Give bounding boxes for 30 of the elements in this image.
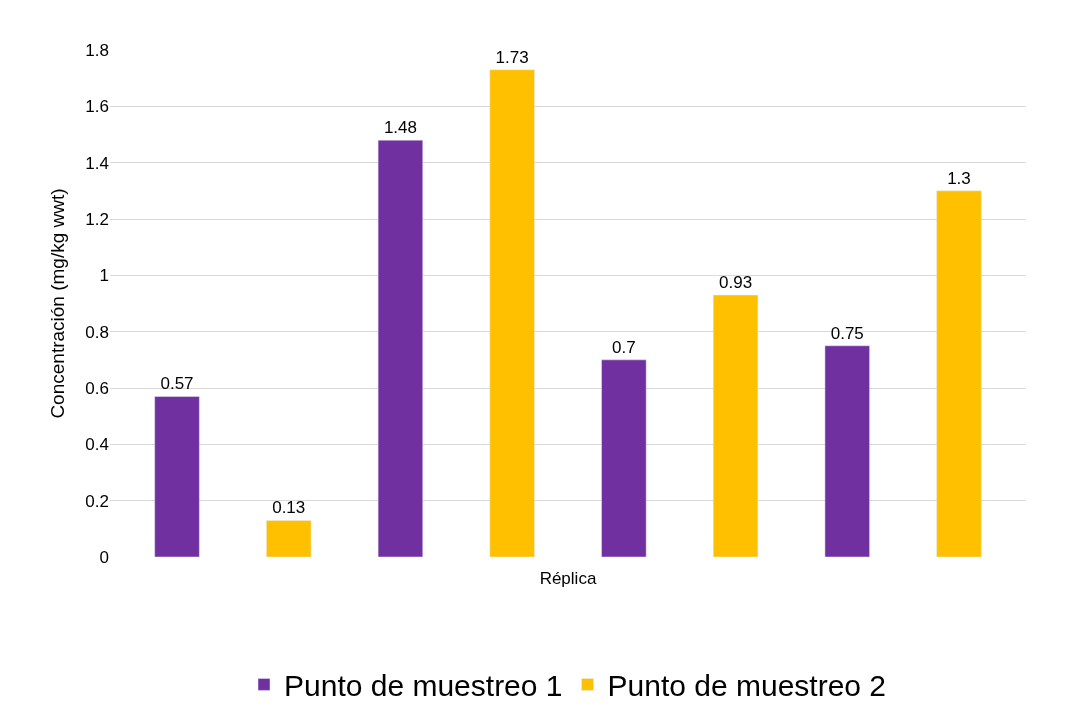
legend-label: Punto de muestreo 2 bbox=[607, 669, 887, 703]
bar bbox=[489, 69, 535, 557]
y-tick-label: 0.2 bbox=[85, 491, 109, 511]
y-tick-label: 0.8 bbox=[85, 322, 109, 342]
y-tick-label: 0.6 bbox=[85, 378, 109, 398]
data-label: 0.75 bbox=[830, 323, 864, 343]
legend-label: Punto de muestreo 1 bbox=[284, 669, 563, 703]
data-label: 0.13 bbox=[272, 498, 306, 518]
bar bbox=[601, 359, 647, 557]
y-tick-label: 0.4 bbox=[85, 435, 109, 455]
data-label: 0.7 bbox=[612, 337, 636, 357]
y-tick-label: 0 bbox=[99, 547, 109, 567]
data-label: 0.93 bbox=[719, 273, 753, 293]
data-label: 1.73 bbox=[495, 47, 529, 67]
bar bbox=[936, 190, 982, 557]
bar bbox=[377, 139, 424, 557]
bar bbox=[266, 520, 312, 557]
x-axis-title: Réplica bbox=[539, 569, 597, 589]
y-tick-label: 1.8 bbox=[85, 40, 109, 60]
bar bbox=[712, 294, 759, 557]
y-tick-label: 1.2 bbox=[85, 209, 109, 229]
bar bbox=[824, 345, 870, 557]
y-tick-label: 1.6 bbox=[85, 97, 109, 117]
y-axis-title: Concentración (mg/kg wwt) bbox=[47, 188, 69, 419]
y-tick-label: 1.4 bbox=[85, 153, 109, 173]
data-label: 1.48 bbox=[383, 118, 417, 138]
data-label: 0.57 bbox=[160, 374, 194, 394]
y-tick-label: 1 bbox=[99, 266, 109, 286]
data-label: 1.3 bbox=[947, 168, 971, 188]
bar bbox=[154, 396, 200, 557]
